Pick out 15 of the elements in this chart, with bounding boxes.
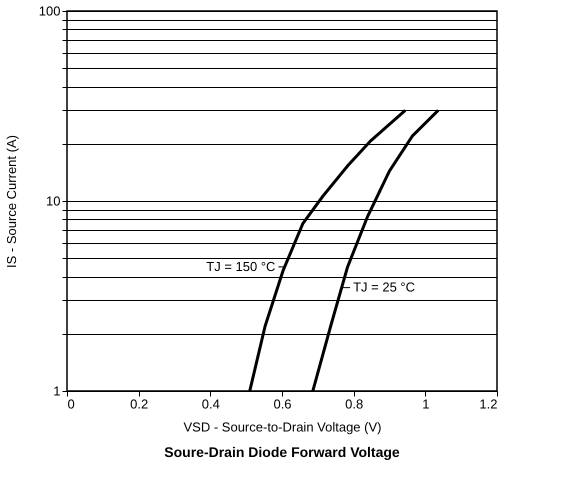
x-tick-label: 0.8 bbox=[345, 396, 364, 412]
y-tick-label: 1 bbox=[53, 384, 60, 398]
x-tick-label: 1 bbox=[422, 396, 430, 412]
x-tick-label: 0 bbox=[68, 396, 75, 412]
annotation: TJ = 25 °C bbox=[353, 280, 416, 295]
y-tick-label: 10 bbox=[46, 194, 60, 208]
x-tick-label: 0.4 bbox=[202, 396, 220, 412]
y-axis-title: IS - Source Current (A) bbox=[4, 135, 19, 268]
y-tick-label: 100 bbox=[38, 4, 60, 18]
annotation: TJ = 150 °C bbox=[206, 258, 276, 274]
x-tick-label: 1.2 bbox=[479, 396, 498, 412]
text: Soure-Drain Diode Forward Voltage bbox=[164, 444, 400, 460]
x-tick-label: 0.6 bbox=[273, 396, 292, 412]
x-axis-title: VSD - Source-to-Drain Voltage (V) bbox=[184, 420, 382, 434]
x-tick-label: 0.2 bbox=[130, 396, 148, 412]
